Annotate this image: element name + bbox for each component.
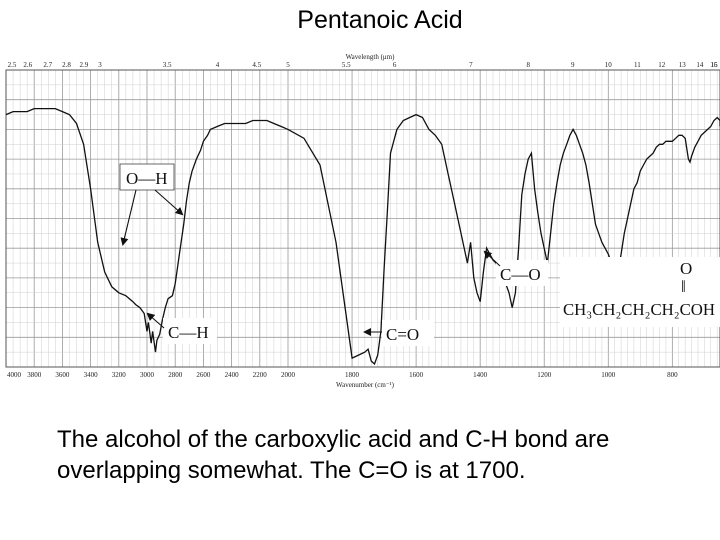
bottom-tick-label: 2600: [196, 371, 211, 379]
bottom-tick-label: 3400: [84, 371, 99, 379]
bottom-tick-label: 2000: [281, 371, 296, 379]
top-tick-label: 8: [526, 61, 530, 69]
spectrum-line: [5, 107, 720, 366]
top-tick-label: 9: [571, 61, 575, 69]
annotation-co-double-label: C=O: [386, 325, 419, 344]
top-axis-title: Wavelength (μm): [346, 53, 396, 61]
bottom-tick-label: 2800: [168, 371, 183, 379]
structure-carbonyl-o: O: [680, 259, 692, 278]
slide-title: Pentanoic Acid: [297, 6, 463, 34]
annotation-co-single-arrow: [483, 250, 501, 267]
top-tick-label: 11: [634, 61, 641, 69]
top-tick-label: 3: [98, 61, 102, 69]
annotation-co-single-label: C—O: [500, 265, 541, 284]
top-tick-label: 2.7: [43, 61, 52, 69]
ir-spectrum-chart: 2.5 2.6 2.7 2.8 2.9 3 3.5 4 4.5 5 5.5 6 7 8 9 10 11 12 13 1…: [5, 53, 720, 389]
bottom-tick-label: 1400: [473, 371, 488, 379]
bottom-tick-label: 800: [667, 371, 678, 379]
bottom-axis-title: Wavenumber (cm⁻¹): [336, 381, 395, 389]
top-tick-label: 7: [469, 61, 473, 69]
annotation-ch: C—H: [146, 312, 217, 344]
bottom-tick-label: 1600: [409, 371, 424, 379]
top-tick-label: 4.5: [252, 61, 261, 69]
top-tick-label: 2.8: [62, 61, 71, 69]
annotation-oh-arrow: [120, 189, 137, 246]
top-tick-label: 2.5: [8, 61, 17, 69]
annotation-oh-arrow-2: [154, 189, 184, 216]
top-tick-label: 16: [711, 61, 719, 69]
grid-layer: [5, 69, 720, 368]
bottom-tick-label: 2400: [225, 371, 240, 379]
bottom-tick-label: 1200: [537, 371, 552, 379]
annotation-co-single: C—O: [483, 250, 548, 286]
bottom-tick-label: 3600: [55, 371, 70, 379]
top-tick-label: 14: [696, 61, 704, 69]
bottom-tick-label: 1800: [345, 371, 360, 379]
bottom-tick-label: 4000: [7, 371, 22, 379]
plot-frame: [5, 69, 720, 368]
top-tick-label: 5.5: [342, 61, 351, 69]
structure-double-bond: ‖: [681, 277, 686, 296]
bottom-tick-label: 3000: [140, 371, 155, 379]
annotation-ch-arrow: [146, 312, 165, 329]
top-tick-label: 13: [679, 61, 687, 69]
bottom-tick-label: 3800: [27, 371, 42, 379]
structure-box: [560, 257, 720, 327]
top-tick-label: 15: [711, 61, 719, 69]
structure-formula: CH₃CH₂CH₂CH₂COH: [563, 300, 715, 319]
top-tick-label: 5: [286, 61, 290, 69]
annotation-co-double: C=O: [363, 320, 434, 346]
bottom-tick-label: 3200: [112, 371, 127, 379]
top-tick-label: 2.9: [79, 61, 88, 69]
slide-caption: The alcohol of the carboxylic acid and C…: [57, 426, 610, 484]
bottom-axis: 4000 3800 3600 3400 3200 3000 2800 2600 2400 2200…: [7, 371, 678, 379]
top-tick-label: 3.5: [163, 61, 172, 69]
bottom-tick-label: 1000: [601, 371, 616, 379]
annotation-ch-label: C—H: [168, 323, 209, 342]
top-tick-label: 4: [216, 61, 220, 69]
top-tick-label: 6: [393, 61, 397, 69]
top-tick-label: 12: [658, 61, 666, 69]
annotation-oh-label: O—H: [126, 169, 168, 188]
top-axis: 2.5 2.6 2.7 2.8 2.9 3 3.5 4 4.5 5 5.5 6 7 8 9 10 11 12 13 1…: [8, 61, 718, 69]
top-tick-label: 2.6: [23, 61, 32, 69]
top-tick-label: 10: [605, 61, 613, 69]
bottom-tick-label: 2200: [253, 371, 268, 379]
annotation-oh: O—H: [119, 163, 184, 246]
